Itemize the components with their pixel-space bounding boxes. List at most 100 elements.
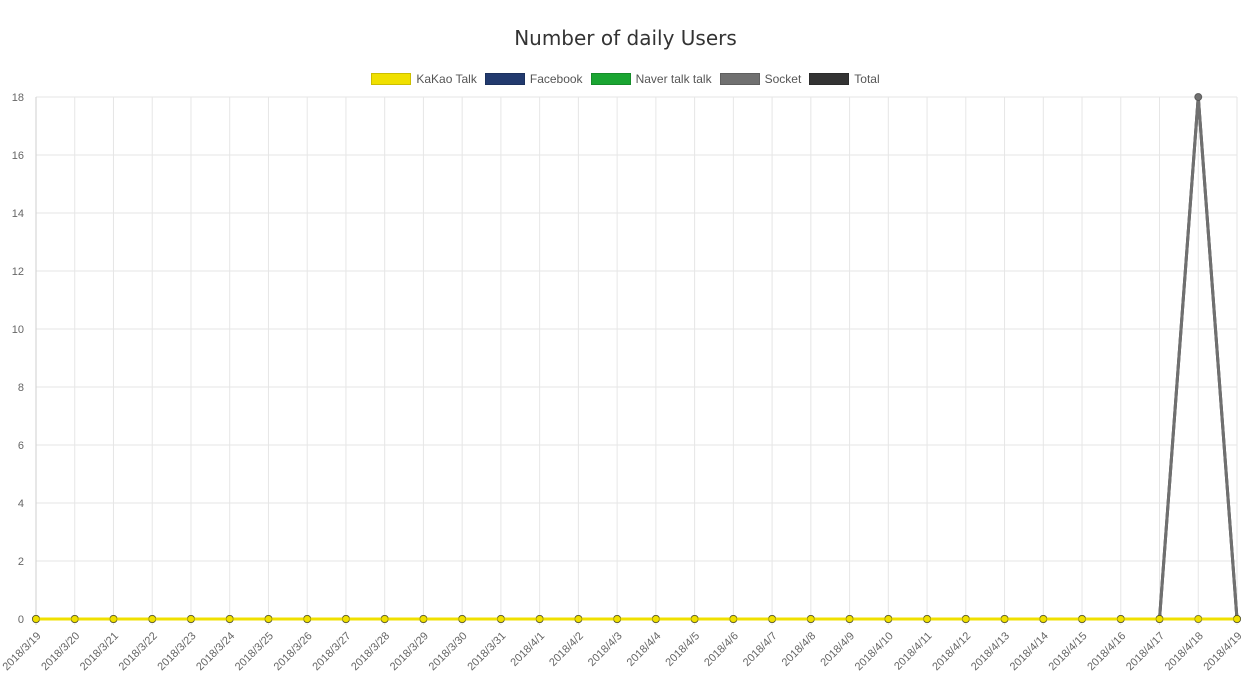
x-tick-label: 2018/4/19	[1201, 630, 1244, 673]
data-point[interactable]	[1116, 615, 1125, 623]
legend-label: Facebook	[529, 72, 583, 86]
data-point[interactable]	[806, 615, 815, 623]
series-socket	[32, 93, 1241, 623]
legend-swatch	[371, 73, 412, 85]
data-point[interactable]	[225, 615, 234, 623]
data-point[interactable]	[1194, 93, 1203, 101]
legend-item[interactable]: Facebook	[484, 72, 583, 86]
x-tick-label: 2018/3/19	[0, 630, 43, 673]
data-point[interactable]	[535, 615, 544, 623]
x-tick-label: 2018/4/3	[586, 630, 625, 669]
x-tick-label: 2018/4/8	[780, 630, 819, 669]
x-tick-label: 2018/4/14	[1008, 630, 1051, 673]
data-point[interactable]	[419, 615, 428, 623]
legend-label: Total	[854, 72, 880, 86]
series-total	[32, 93, 1241, 623]
x-tick-label: 2018/3/20	[39, 630, 82, 673]
x-tick-label: 2018/4/10	[853, 630, 896, 673]
data-point[interactable]	[1155, 615, 1164, 623]
x-tick-label: 2018/4/2	[547, 630, 586, 669]
x-tick-label: 2018/3/21	[78, 630, 121, 673]
x-tick-label: 2018/4/15	[1047, 630, 1090, 673]
x-tick-label: 2018/4/17	[1124, 630, 1167, 673]
data-point[interactable]	[148, 615, 157, 623]
data-point[interactable]	[690, 615, 699, 623]
y-tick-label: 12	[12, 266, 24, 278]
x-tick-label: 2018/3/28	[349, 630, 392, 673]
x-tick-label: 2018/4/13	[969, 630, 1012, 673]
x-tick-label: 2018/3/23	[155, 630, 198, 673]
legend: KaKao Talk Facebook Naver talk talk Socket T…	[0, 72, 1251, 86]
x-tick-label: 2018/3/31	[465, 630, 508, 673]
legend-swatch	[719, 73, 760, 85]
y-tick-label: 18	[12, 92, 24, 104]
data-point[interactable]	[845, 615, 854, 623]
y-tick-label: 16	[12, 150, 24, 162]
data-point[interactable]	[729, 615, 738, 623]
y-tick-label: 6	[18, 440, 24, 452]
data-point[interactable]	[1233, 615, 1241, 623]
legend-label: Socket	[764, 72, 802, 86]
y-tick-label: 8	[18, 382, 24, 394]
chart-title: Number of daily Users	[514, 26, 737, 50]
data-point[interactable]	[961, 615, 970, 623]
x-tick-label: 2018/3/26	[272, 630, 315, 673]
data-point[interactable]	[923, 615, 932, 623]
legend-swatch	[484, 73, 525, 85]
legend-swatch	[590, 73, 631, 85]
x-tick-label: 2018/4/12	[930, 630, 973, 673]
x-tick-label: 2018/4/9	[818, 630, 857, 669]
data-point[interactable]	[32, 615, 40, 623]
legend-item[interactable]: Socket	[719, 72, 802, 86]
x-tick-label: 2018/3/24	[194, 630, 237, 673]
legend-item[interactable]: KaKao Talk	[371, 72, 477, 86]
x-tick-label: 2018/4/4	[625, 630, 664, 669]
data-point[interactable]	[303, 615, 312, 623]
data-point[interactable]	[1000, 615, 1009, 623]
series-kakao-talk	[32, 615, 1241, 623]
legend-label: KaKao Talk	[416, 72, 477, 86]
x-tick-label: 2018/4/18	[1163, 630, 1206, 673]
x-tick-label: 2018/3/30	[427, 630, 470, 673]
y-tick-label: 4	[18, 498, 24, 510]
y-tick-label: 0	[18, 614, 24, 626]
legend-item[interactable]: Total	[809, 72, 880, 86]
data-point[interactable]	[884, 615, 893, 623]
data-point[interactable]	[574, 615, 583, 623]
y-tick-label: 10	[12, 324, 24, 336]
x-tick-label: 2018/4/11	[892, 630, 935, 673]
data-point[interactable]	[1039, 615, 1048, 623]
x-tick-label: 2018/4/7	[741, 630, 780, 669]
data-point[interactable]	[109, 615, 118, 623]
x-tick-label: 2018/3/25	[233, 630, 276, 673]
y-tick-label: 2	[18, 556, 24, 568]
legend-item[interactable]: Naver talk talk	[590, 72, 712, 86]
data-point[interactable]	[380, 615, 389, 623]
grid	[35, 96, 1238, 625]
x-tick-label: 2018/4/5	[663, 630, 702, 669]
x-tick-label: 2018/3/29	[388, 630, 431, 673]
legend-swatch	[809, 73, 850, 85]
series-line	[36, 95, 1239, 621]
data-point[interactable]	[651, 615, 660, 623]
series-line	[36, 95, 1239, 621]
y-tick-label: 14	[12, 208, 24, 220]
data-point[interactable]	[186, 615, 195, 623]
x-tick-label: 2018/3/22	[117, 630, 160, 673]
x-tick-label: 2018/4/6	[702, 630, 741, 669]
data-point[interactable]	[1194, 615, 1203, 623]
data-point[interactable]	[768, 615, 777, 623]
data-point[interactable]	[70, 615, 79, 623]
x-tick-label: 2018/4/16	[1085, 630, 1128, 673]
data-point[interactable]	[458, 615, 467, 623]
data-point[interactable]	[1078, 615, 1087, 623]
legend-label: Naver talk talk	[635, 72, 712, 86]
data-point[interactable]	[613, 615, 622, 623]
data-point[interactable]	[496, 615, 505, 623]
data-point[interactable]	[341, 615, 350, 623]
x-tick-label: 2018/4/1	[508, 630, 547, 669]
x-tick-label: 2018/3/27	[310, 630, 353, 673]
data-point[interactable]	[264, 615, 273, 623]
